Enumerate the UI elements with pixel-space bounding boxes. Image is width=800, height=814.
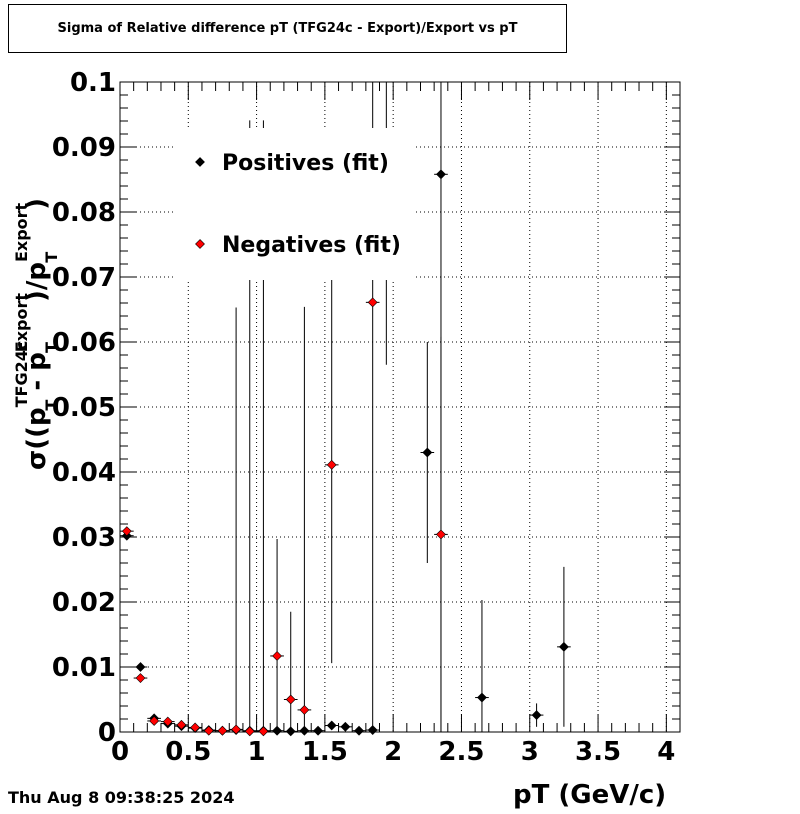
negative-point: [149, 716, 160, 726]
positive-point: [354, 725, 364, 736]
positive-point: [436, 169, 446, 180]
y-tick-label: 0.01: [52, 653, 116, 683]
negative-point: [326, 459, 337, 470]
x-tick-label: 2.5: [438, 737, 484, 767]
positive-point: [531, 710, 542, 721]
x-axis-label: pT (GeV/c): [513, 780, 667, 810]
y-axis-label: σ((pTFG24c T - pExport T)/pExport T): [12, 198, 61, 470]
negative-point: [135, 673, 146, 683]
positive-point: [422, 447, 433, 458]
negative-point: [231, 724, 242, 735]
negative-point: [121, 526, 132, 537]
axis-ticks: [119, 81, 681, 733]
negative-point: [217, 725, 228, 736]
x-tick-label: 0.5: [165, 737, 211, 767]
y-tick-label: 0.04: [52, 458, 116, 488]
y-axis-label-text: σ((pTFG24c T - pExport T)/pExport T): [12, 198, 61, 470]
positive-point: [272, 725, 282, 736]
positive-point: [558, 641, 569, 652]
x-tick-label: 4: [657, 737, 675, 767]
x-tick-label: 3: [521, 737, 539, 767]
y-tick-label: 0.09: [52, 133, 116, 163]
negative-point: [436, 529, 446, 540]
y-tick-label: 0.03: [52, 523, 116, 553]
positive-point: [313, 725, 323, 736]
y-tick-label: 0.05: [52, 393, 116, 423]
legend-marker: [195, 157, 205, 167]
negative-point: [272, 651, 282, 661]
negative-point: [258, 726, 269, 737]
x-tick-label: 1.5: [302, 737, 348, 767]
legend-marker: [195, 239, 205, 249]
negative-point: [285, 694, 296, 705]
legend: Positives (fit) Negatives (fit): [176, 128, 414, 280]
y-tick-label: 0: [98, 718, 116, 748]
x-tick-label: 3.5: [575, 737, 621, 767]
legend-label: Positives (fit): [222, 151, 389, 176]
y-tick-label: 0.1: [70, 68, 116, 98]
positive-point: [367, 725, 378, 735]
plot-frame: [119, 81, 681, 733]
y-tick-label: 0.07: [52, 263, 116, 293]
negative-point: [244, 726, 255, 737]
negative-point: [367, 297, 378, 308]
negative-point: [162, 716, 173, 727]
positive-point: [135, 662, 146, 672]
negative-point: [190, 722, 201, 733]
chart-title: Sigma of Relative difference pT (TFG24c …: [57, 21, 518, 36]
positive-point: [477, 692, 487, 703]
x-tick-label: 0: [111, 737, 129, 767]
y-tick-label: 0.02: [52, 588, 116, 618]
chart-title-box: Sigma of Relative difference pT (TFG24c …: [8, 4, 567, 53]
positive-point: [299, 725, 310, 736]
positive-point: [340, 721, 351, 732]
timestamp: Thu Aug 8 09:38:25 2024: [8, 788, 235, 807]
x-tick-label: 2: [384, 737, 402, 767]
x-tick-label: 1: [248, 737, 266, 767]
plot-frame-rect: [119, 81, 681, 733]
legend-box: [176, 128, 414, 280]
legend-label: Negatives (fit): [222, 233, 401, 258]
positive-point: [285, 726, 296, 737]
positive-point: [326, 720, 337, 731]
negative-point: [299, 704, 310, 715]
y-tick-label: 0.08: [52, 198, 116, 228]
tick-labels: 0 0.5 1 1.5 2 2.5 3 3.5 4 0 0.01 0.02 0.03 0.04 0.05 0.…: [52, 68, 676, 767]
negative-point: [176, 719, 187, 730]
y-tick-label: 0.06: [52, 328, 116, 358]
negative-point: [203, 725, 214, 736]
